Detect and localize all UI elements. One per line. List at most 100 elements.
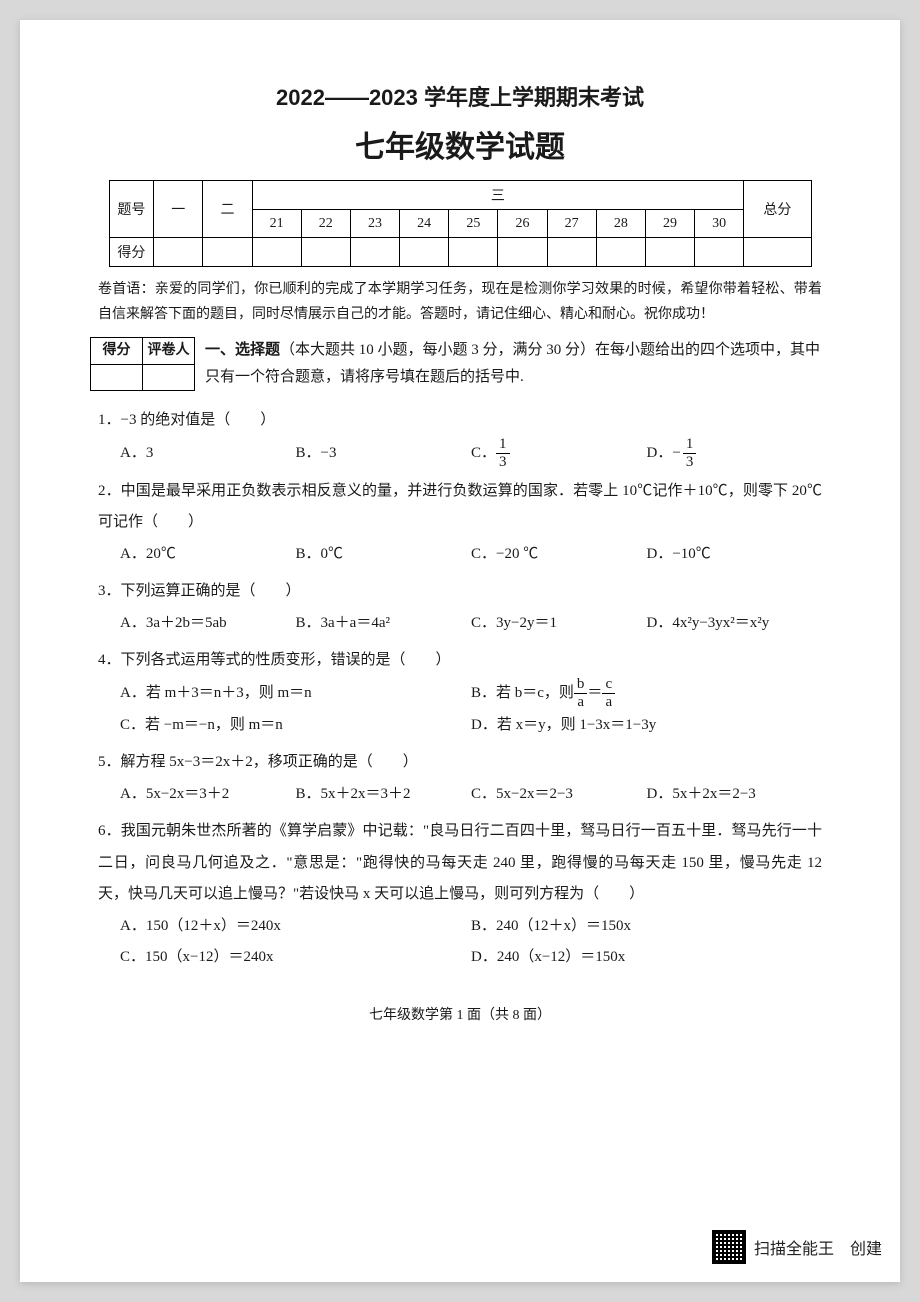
question-1: 1．−3 的绝对值是（ ） A．3 B．−3 C． 13 D． − 13 (98, 405, 822, 470)
q5-opt-c: C．5x−2x＝2−3 (471, 779, 647, 811)
q4-opt-d: D．若 x＝y，则 1−3x＝1−3y (471, 710, 822, 742)
q5-stem: 5．解方程 5x−3＝2x＋2，移项正确的是（ ） (98, 747, 822, 779)
question-5: 5．解方程 5x−3＝2x＋2，移项正确的是（ ） A．5x−2x＝3＋2 B．… (98, 747, 822, 810)
qr-icon (712, 1230, 746, 1264)
score-cell (400, 238, 449, 267)
q3-opt-a: A．3a＋2b＝5ab (120, 608, 296, 640)
col-total: 总分 (744, 181, 811, 238)
opt-prefix: C． (471, 438, 496, 470)
q6-stem: 6．我国元朝朱世杰所著的《算学启蒙》中记载："良马日行二百四十里，驽马日行一百五… (98, 816, 822, 911)
col-num: 22 (301, 210, 350, 238)
q6-opt-d: D．240（x−12）＝150x (471, 942, 822, 974)
prelude-text: 卷首语：亲爱的同学们，你已顺利的完成了本学期学习任务，现在是检测你学习效果的时候… (98, 277, 822, 327)
fraction: 13 (683, 437, 697, 470)
scanner-watermark: 扫描全能王 创建 (712, 1230, 882, 1264)
q2-opt-d: D．−10℃ (647, 539, 823, 571)
col-num: 28 (596, 210, 645, 238)
q6-options: A．150（12＋x）＝240x B．240（12＋x）＝150x C．150（… (120, 911, 822, 974)
page-subtitle: 七年级数学试题 (90, 122, 830, 166)
q6-opt-b: B．240（12＋x）＝150x (471, 911, 822, 943)
q2-opt-c: C．−20 ℃ (471, 539, 647, 571)
watermark-text: 扫描全能王 创建 (754, 1235, 882, 1259)
numerator: b (574, 677, 588, 694)
q3-opt-c: C．3y−2y＝1 (471, 608, 647, 640)
col-num: 25 (449, 210, 498, 238)
q2-stem: 2．中国是最早采用正负数表示相反意义的量，并进行负数运算的国家．若零上 10℃记… (98, 476, 822, 539)
q4-opt-c: C．若 −m＝−n，则 m＝n (120, 710, 471, 742)
score-cell (301, 238, 350, 267)
denominator: 3 (499, 454, 507, 470)
judge-reviewer-label: 评卷人 (143, 338, 195, 364)
question-4: 4．下列各式运用等式的性质变形，错误的是（ ） A．若 m＋3＝n＋3，则 m＝… (98, 645, 822, 741)
exam-page: 2022——2023 学年度上学期期末考试 七年级数学试题 题号 一 二 三 总… (20, 20, 900, 1282)
q1-opt-b: B．−3 (296, 437, 472, 470)
col-num: 27 (547, 210, 596, 238)
fraction: 13 (496, 437, 510, 470)
q3-opt-d: D．4x²y−3yx²＝x²y (647, 608, 823, 640)
judge-score-label: 得分 (91, 338, 143, 364)
score-table: 题号 一 二 三 总分 21 22 23 24 25 26 27 28 29 3… (109, 180, 812, 267)
score-cell (547, 238, 596, 267)
col-section-1: 一 (154, 181, 203, 238)
question-6: 6．我国元朝朱世杰所著的《算学启蒙》中记载："良马日行二百四十里，驽马日行一百五… (98, 816, 822, 974)
score-cell (695, 238, 744, 267)
q4-options: A．若 m＋3＝n＋3，则 m＝n B．若 b＝c，则 ba ＝ ca C．若 … (120, 677, 822, 742)
judge-score-cell (91, 364, 143, 390)
q1-stem: 1．−3 的绝对值是（ ） (98, 405, 822, 437)
col-section-2: 二 (203, 181, 252, 238)
q6-opt-a: A．150（12＋x）＝240x (120, 911, 471, 943)
denominator: a (605, 694, 612, 710)
page-title: 2022——2023 学年度上学期期末考试 (90, 80, 830, 112)
q1-opt-d: D． − 13 (647, 437, 823, 470)
table-row: 题号 一 二 三 总分 (109, 181, 811, 210)
q3-options: A．3a＋2b＝5ab B．3a＋a＝4a² C．3y−2y＝1 D．4x²y−… (120, 608, 822, 640)
q2-opt-b: B．0℃ (296, 539, 472, 571)
col-num: 29 (645, 210, 694, 238)
col-section-3: 三 (252, 181, 744, 210)
denominator: a (577, 694, 584, 710)
q6-opt-c: C．150（x−12）＝240x (120, 942, 471, 974)
q1-options: A．3 B．−3 C． 13 D． − 13 (120, 437, 822, 470)
score-cell (203, 238, 252, 267)
q5-opt-d: D．5x＋2x＝2−3 (647, 779, 823, 811)
page-footer: 七年级数学第 1 面（共 8 面） (90, 1004, 830, 1024)
score-cell (449, 238, 498, 267)
header-question-number: 题号 (109, 181, 154, 238)
q4-stem: 4．下列各式运用等式的性质变形，错误的是（ ） (98, 645, 822, 677)
col-num: 24 (400, 210, 449, 238)
q5-options: A．5x−2x＝3＋2 B．5x＋2x＝3＋2 C．5x−2x＝2−3 D．5x… (120, 779, 822, 811)
q4-opt-a: A．若 m＋3＝n＋3，则 m＝n (120, 677, 471, 710)
numerator: c (602, 677, 615, 694)
section-1-heading: 得分评卷人 一、选择题（本大题共 10 小题，每小题 3 分，满分 30 分）在… (90, 337, 830, 391)
judge-table: 得分评卷人 (90, 337, 195, 390)
judge-reviewer-cell (143, 364, 195, 390)
col-num: 30 (695, 210, 744, 238)
score-cell (596, 238, 645, 267)
q5-opt-b: B．5x＋2x＝3＋2 (296, 779, 472, 811)
numerator: 1 (496, 437, 510, 454)
q2-options: A．20℃ B．0℃ C．−20 ℃ D．−10℃ (120, 539, 822, 571)
header-score: 得分 (109, 238, 154, 267)
score-cell (498, 238, 547, 267)
negative-sign: − (672, 438, 680, 470)
score-cell (350, 238, 399, 267)
opt-prefix: D． (647, 438, 673, 470)
q1-opt-a: A．3 (120, 437, 296, 470)
q3-opt-b: B．3a＋a＝4a² (296, 608, 472, 640)
q4-opt-b: B．若 b＝c，则 ba ＝ ca (471, 677, 822, 710)
score-cell (154, 238, 203, 267)
opt-prefix: B．若 b＝c，则 (471, 678, 574, 710)
numerator: 1 (683, 437, 697, 454)
q5-opt-a: A．5x−2x＝3＋2 (120, 779, 296, 811)
col-num: 21 (252, 210, 301, 238)
question-3: 3．下列运算正确的是（ ） A．3a＋2b＝5ab B．3a＋a＝4a² C．3… (98, 576, 822, 639)
q2-opt-a: A．20℃ (120, 539, 296, 571)
section-1-lead: 一、选择题 (205, 342, 280, 358)
table-row: 得分 (109, 238, 811, 267)
section-1-desc: （本大题共 10 小题，每小题 3 分，满分 30 分）在每小题给出的四个选项中… (205, 342, 820, 385)
col-num: 23 (350, 210, 399, 238)
fraction: ba (574, 677, 588, 710)
q3-stem: 3．下列运算正确的是（ ） (98, 576, 822, 608)
col-num: 26 (498, 210, 547, 238)
equals: ＝ (587, 678, 602, 710)
